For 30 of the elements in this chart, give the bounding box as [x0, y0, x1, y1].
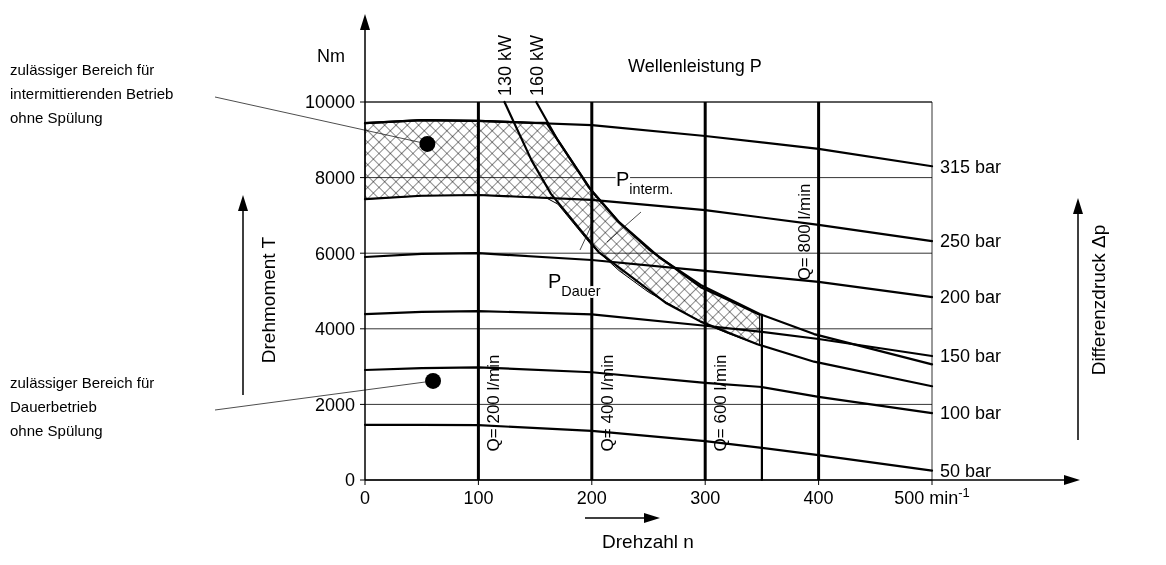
x-tick-label: 300 [690, 488, 721, 508]
x-tick-label: 0 [359, 488, 371, 508]
y-tick-label: 10000 [304, 92, 355, 113]
text: Differenzdruck Δp [1087, 224, 1109, 376]
x-tick-label: 400 [803, 488, 834, 508]
series-label: 50 bar [940, 460, 992, 481]
annotation: Q= 400 l/min [597, 354, 617, 452]
x-axis-title: Drehzahl n [602, 531, 694, 552]
y-tick-label: 8000 [314, 167, 355, 188]
text: zulässiger Bereich für intermittierenden Betrieb ohne Spülung [10, 61, 174, 126]
x-tick-label: 500 min$^{-1}$ [894, 484, 970, 508]
series-label: 200 bar [940, 287, 1002, 308]
y-tick-label: 2000 [314, 394, 355, 415]
y-tick-label: 6000 [314, 243, 355, 264]
x-tick-label: 100 [463, 488, 494, 508]
x-tick-label: 200 [576, 488, 607, 508]
y-tick-label: 0 [344, 470, 355, 491]
y-tick-label: 4000 [314, 319, 355, 340]
text: Nm [317, 46, 345, 66]
annotation: Q= 800 l/min [794, 183, 814, 281]
series-label: 150 bar [940, 346, 1002, 367]
series-label: 250 bar [940, 231, 1002, 252]
annotation: Q= 200 l/min [484, 354, 504, 452]
text: Wellenleistung P [628, 56, 762, 76]
series-label: 100 bar [940, 403, 1002, 424]
text: zulässiger Bereich für Dauerbetrieb ohne Spülung [10, 374, 155, 439]
text: 130 kW [494, 34, 515, 96]
text: 160 kW [526, 34, 547, 96]
series-label: 315 bar [940, 156, 1002, 177]
y-axis-title: Drehmoment T [257, 236, 279, 364]
